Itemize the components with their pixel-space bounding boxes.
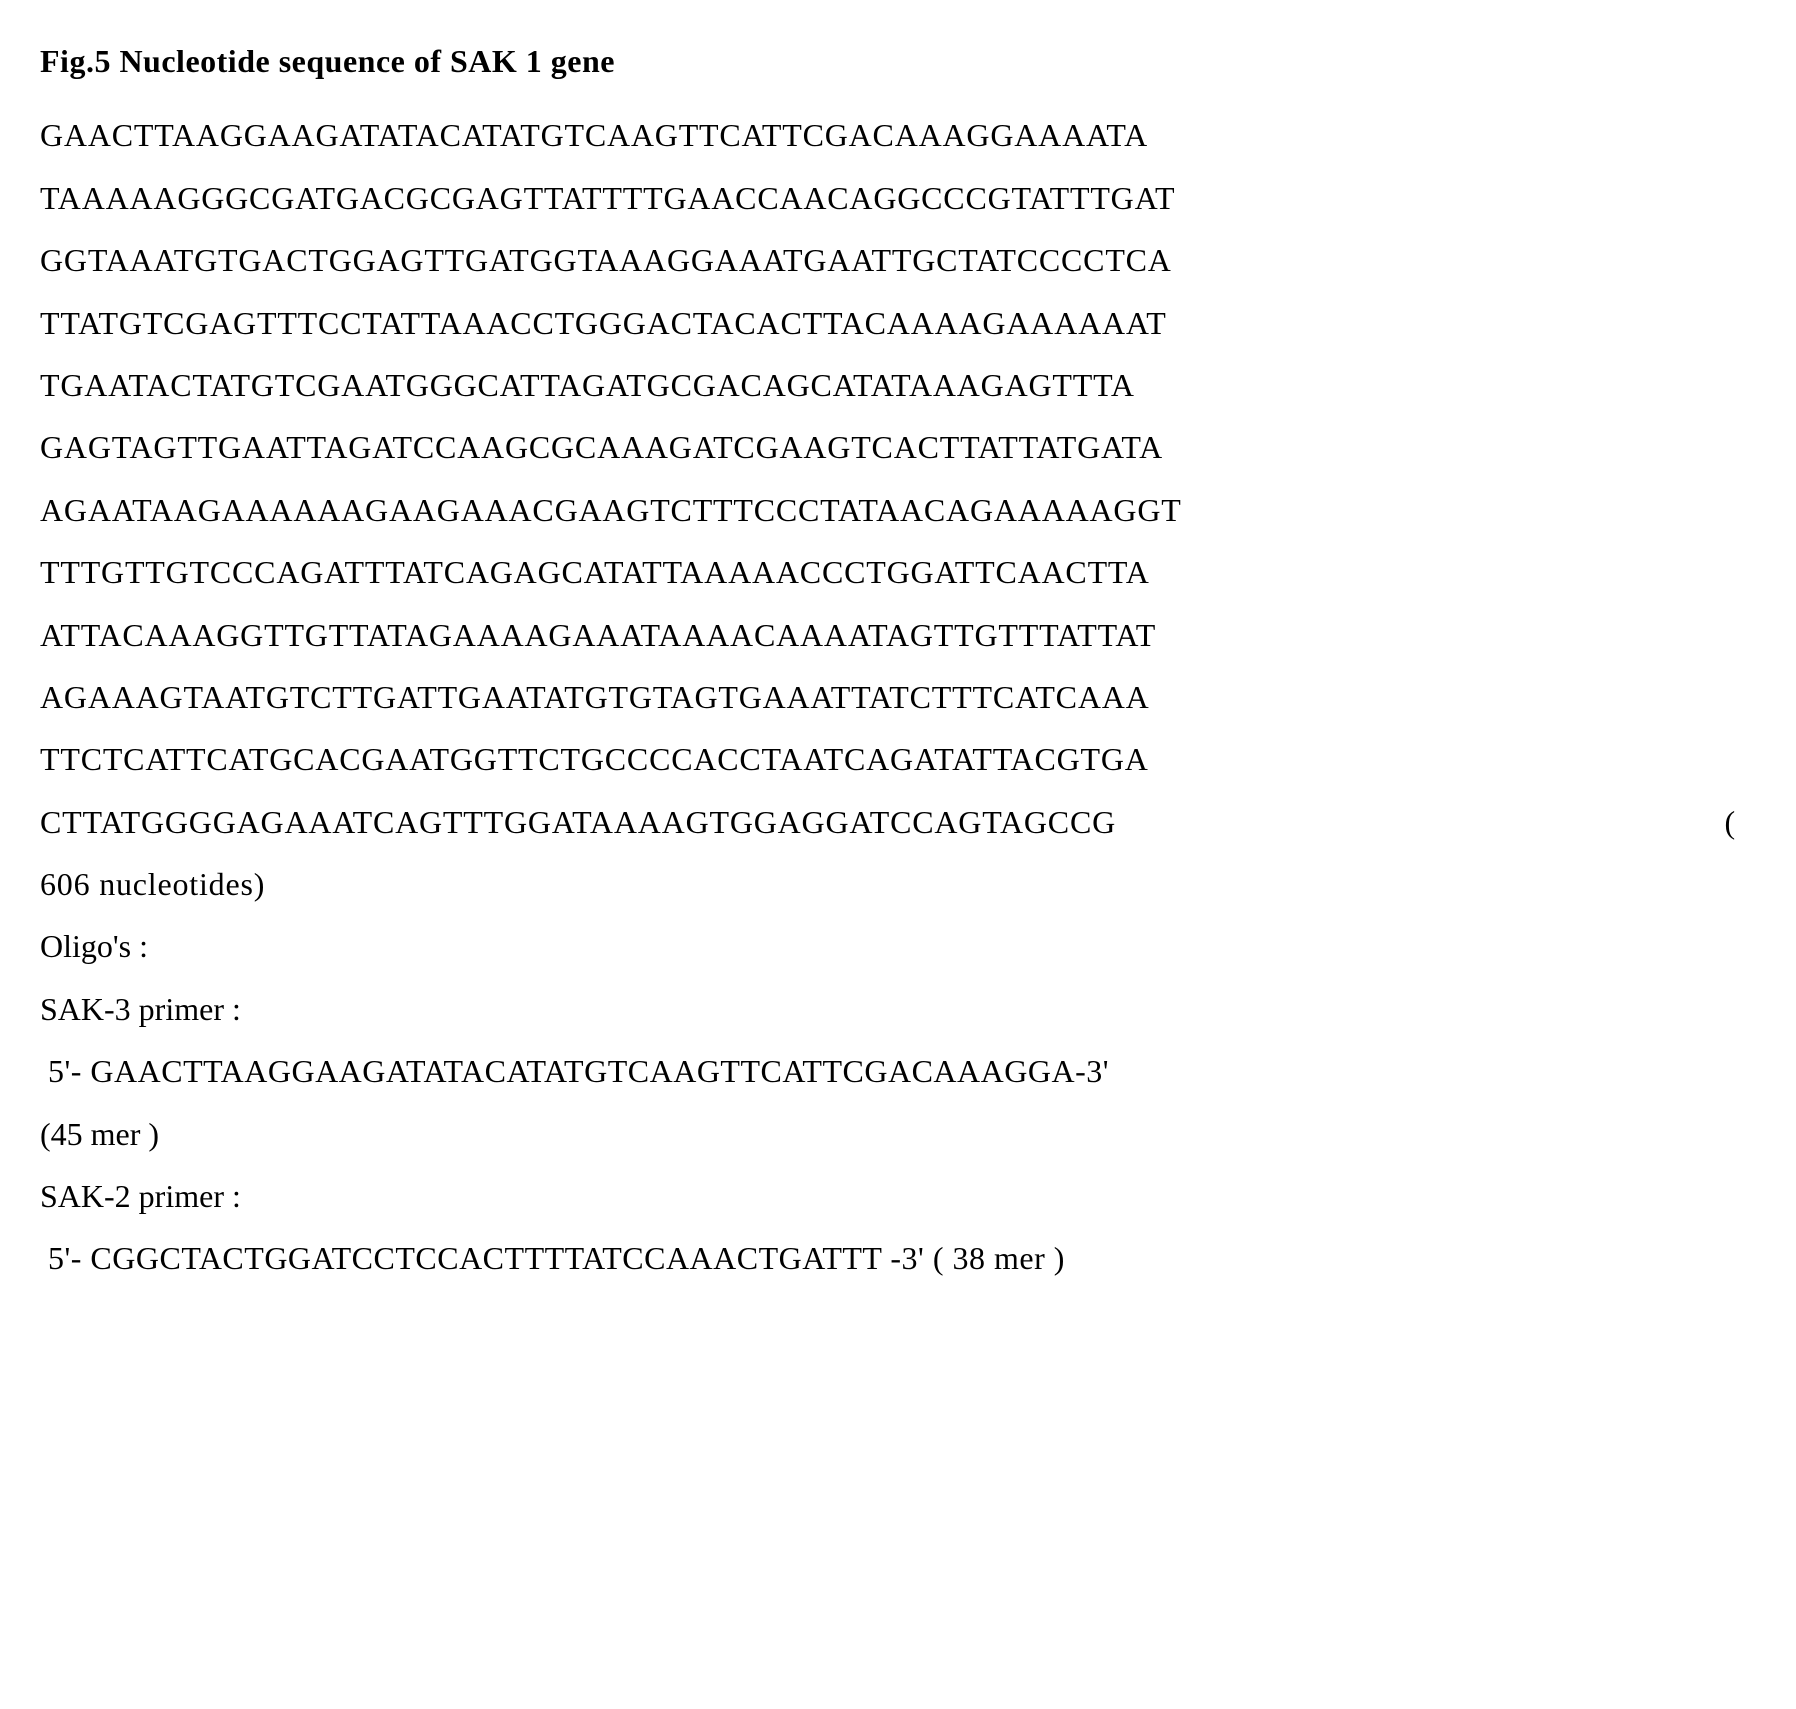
sequence-line: GGTAAATGTGACTGGAGTTGATGGTAAAGGAAATGAATTG…	[40, 229, 1756, 291]
sequence-line: TTCTCATTCATGCACGAATGGTTCTGCCCCACCTAATCAG…	[40, 728, 1756, 790]
primer-mer-count: (45 mer )	[40, 1103, 1756, 1165]
sequence-line: GAACTTAAGGAAGATATACATATGTCAAGTTCATTCGACA…	[40, 104, 1756, 166]
paren-open: (	[1725, 791, 1756, 853]
sequence-line: AGAATAAGAAAAAAGAAGAAACGAAGTCTTTCCCTATAAC…	[40, 479, 1756, 541]
primer-label: SAK-2 primer :	[40, 1165, 1756, 1227]
sequence-line-last: CTTATGGGGAGAAATCAGTTTGGATAAAAGTGGAGGATCC…	[40, 791, 1756, 853]
primer-sequence: 5'- CGGCTACTGGATCCTCCACTTTTATCCAAACTGATT…	[40, 1227, 1756, 1289]
sequence-count: 606 nucleotides)	[40, 853, 1756, 915]
sequence-line: TTATGTCGAGTTTCCTATTAAACCTGGGACTACACTTACA…	[40, 292, 1756, 354]
sequence-line: AGAAAGTAATGTCTTGATTGAATATGTGTAGTGAAATTAT…	[40, 666, 1756, 728]
figure-title: Fig.5 Nucleotide sequence of SAK 1 gene	[40, 30, 1756, 92]
sequence-line: TAAAAAGGGCGATGACGCGAGTTATTTTGAACCAACAGGC…	[40, 167, 1756, 229]
sequence-line: TGAATACTATGTCGAATGGGCATTAGATGCGACAGCATAT…	[40, 354, 1756, 416]
sequence-line: TTTGTTGTCCCAGATTTATCAGAGCATATTAAAAACCCTG…	[40, 541, 1756, 603]
primer-label: SAK-3 primer :	[40, 978, 1756, 1040]
oligos-label: Oligo's :	[40, 915, 1756, 977]
sequence-block: GAACTTAAGGAAGATATACATATGTCAAGTTCATTCGACA…	[40, 104, 1756, 915]
primer-sequence: 5'- GAACTTAAGGAAGATATACATATGTCAAGTTCATTC…	[40, 1040, 1756, 1102]
sequence-line: ATTACAAAGGTTGTTATAGAAAAGAAATAAAACAAAATAG…	[40, 604, 1756, 666]
primer-block: SAK-3 primer : 5'- GAACTTAAGGAAGATATACAT…	[40, 978, 1756, 1165]
figure-container: Fig.5 Nucleotide sequence of SAK 1 gene …	[40, 30, 1756, 1290]
sequence-text: CTTATGGGGAGAAATCAGTTTGGATAAAAGTGGAGGATCC…	[40, 804, 1116, 840]
primer-block: SAK-2 primer : 5'- CGGCTACTGGATCCTCCACTT…	[40, 1165, 1756, 1290]
sequence-line: GAGTAGTTGAATTAGATCCAAGCGCAAAGATCGAAGTCAC…	[40, 416, 1756, 478]
